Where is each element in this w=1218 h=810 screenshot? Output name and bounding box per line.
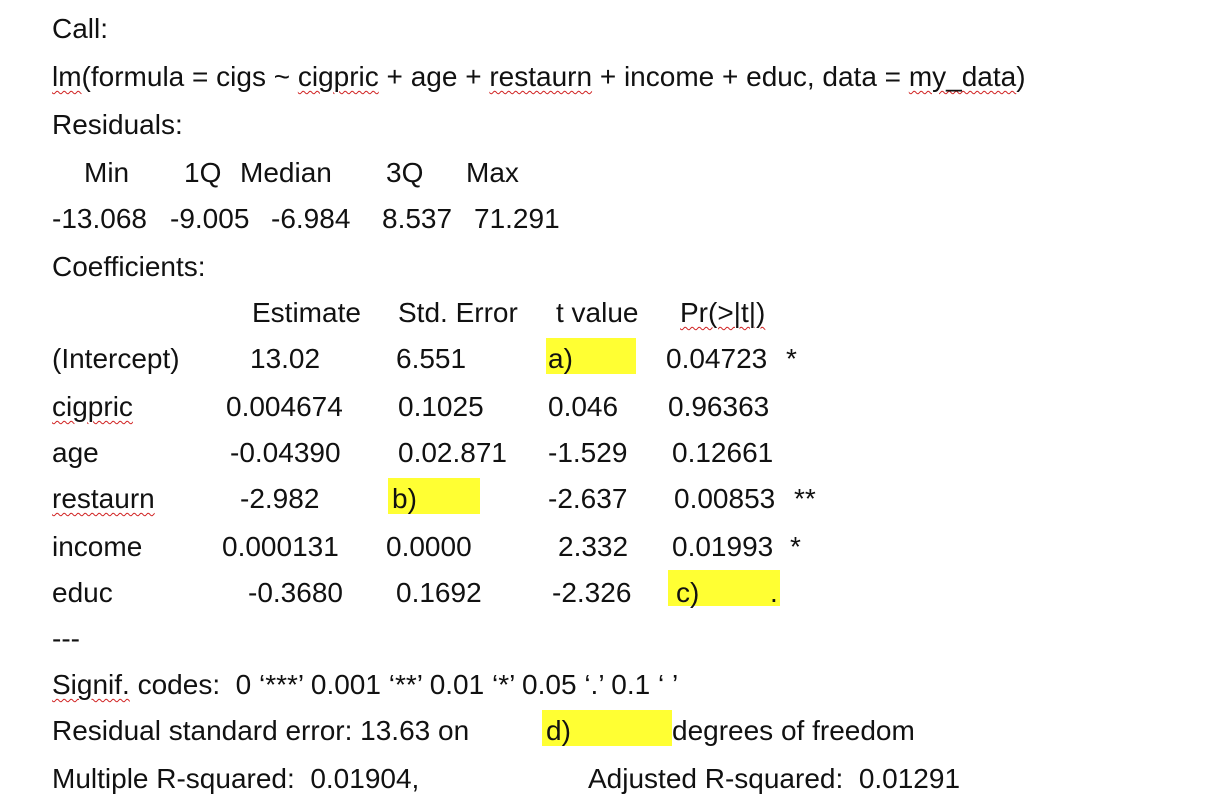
coef-row-std-error: 0.1692 [396, 577, 482, 608]
coefficients-heading: Coefficients: [52, 251, 206, 282]
coef-row-std-error: 6.551 [396, 343, 467, 374]
formula-text-1: (formula = cigs ~ [81, 61, 298, 92]
coef-header-p-value: Pr(>|t|) [680, 297, 766, 328]
lm-token: lm [52, 61, 82, 92]
coef-row-name: restaurn [52, 483, 155, 514]
coef-row-t-value: 0.046 [548, 391, 619, 422]
coef-header-estimate: Estimate [252, 297, 361, 328]
coef-row-std-error: 0.0000 [386, 531, 472, 562]
coef-row-estimate: -0.3680 [248, 577, 343, 608]
coef-row-p-value: 0.01993 [672, 531, 774, 562]
coef-row-sig: . [770, 577, 778, 608]
multiple-r-squared: Multiple R-squared: 0.01904, [52, 763, 420, 794]
coef-row-name: age [52, 437, 99, 468]
residuals-heading: Residuals: [52, 109, 183, 140]
formula-text-3: + income + educ, data = [592, 61, 909, 92]
coef-row-sig: * [786, 343, 797, 374]
cigpric-token: cigpric [297, 61, 379, 92]
coef-row-std-error-blank-b: b) [392, 483, 417, 514]
coef-header-t-value: t value [556, 297, 639, 328]
coef-row-estimate: 13.02 [250, 343, 321, 374]
residual-header-median: Median [240, 157, 332, 188]
coef-row-estimate: 0.004674 [226, 391, 343, 422]
coef-row-estimate: 0.000131 [222, 531, 339, 562]
separator: --- [52, 623, 80, 654]
my-data-token: my_data [908, 61, 1017, 92]
coef-row-estimate: -2.982 [240, 483, 320, 514]
coef-row-name: income [52, 531, 143, 562]
blank-a-highlight [546, 338, 636, 374]
coef-row-estimate: -0.04390 [230, 437, 341, 468]
coef-row-t-value: -1.529 [548, 437, 628, 468]
adjusted-r-squared: Adjusted R-squared: 0.01291 [588, 763, 961, 794]
coef-row-name: (Intercept) [52, 343, 180, 374]
degrees-of-freedom-label: degrees of freedom [672, 715, 915, 746]
coef-row-std-error: 0.1025 [398, 391, 484, 422]
call-heading: Call: [52, 13, 109, 44]
coef-row-sig: * [790, 531, 801, 562]
coef-row-sig: ** [794, 483, 816, 514]
coef-row-t-value: -2.637 [548, 483, 628, 514]
residual-standard-error: Residual standard error: 13.63 on [52, 715, 470, 746]
formula-text-2: + age + [378, 61, 490, 92]
coef-row-t-value-blank-a: a) [548, 343, 573, 374]
blank-b-highlight [388, 478, 480, 514]
coef-row-p-value: 0.04723 [666, 343, 768, 374]
residual-value-min: -13.068 [52, 203, 147, 234]
coef-row-p-value: 0.00853 [674, 483, 776, 514]
coef-row-std-error: 0.02.871 [398, 437, 507, 468]
call-formula: lm(formula = cigs ~ cigpric + age + rest… [52, 60, 1026, 94]
coef-row-t-value: -2.326 [552, 577, 632, 608]
blank-c-highlight [668, 570, 780, 606]
residual-header-max: Max [466, 157, 519, 188]
residual-value-max: 71.291 [474, 203, 560, 234]
coef-row-p-value: 0.96363 [668, 391, 770, 422]
blank-d-highlight [542, 710, 672, 746]
coef-row-name: educ [52, 577, 113, 608]
formula-close-paren: ) [1016, 61, 1026, 92]
residual-header-min: Min [84, 157, 130, 188]
degrees-of-freedom-blank-d: d) [546, 715, 571, 746]
coef-row-name: cigpric [52, 391, 133, 422]
residual-header-1q: 1Q [184, 157, 222, 188]
residual-value-1q: -9.005 [170, 203, 250, 234]
coef-row-t-value: 2.332 [558, 531, 629, 562]
restaurn-token: restaurn [489, 61, 593, 92]
signif-codes: Signif. codes: 0 ‘***’ 0.001 ‘**’ 0.01 ‘… [52, 669, 679, 700]
residual-header-3q: 3Q [386, 157, 424, 188]
residual-value-3q: 8.537 [382, 203, 453, 234]
coef-header-std-error: Std. Error [398, 297, 518, 328]
residual-value-median: -6.984 [271, 203, 351, 234]
coef-row-p-value-blank-c: c) [676, 577, 700, 608]
coef-row-p-value: 0.12661 [672, 437, 774, 468]
